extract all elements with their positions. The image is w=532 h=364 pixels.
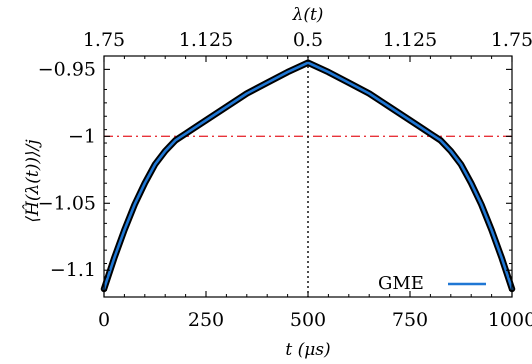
- top-tick-label: 1.125: [179, 29, 233, 51]
- y-axis-label: ⟨Ĥ(λ(t))⟩/j: [22, 139, 43, 223]
- plot-marks: [104, 56, 512, 297]
- top-tick-label: 1.75: [491, 29, 532, 51]
- x-tick-label: 250: [188, 309, 224, 331]
- y-tick-label: −0.95: [38, 58, 96, 80]
- top-tick-label: 0.5: [293, 29, 323, 51]
- top-tick-label: 1.125: [383, 29, 437, 51]
- x-tick-label: 750: [392, 309, 428, 331]
- y-tick-label: −1.1: [50, 259, 96, 281]
- x-axis-label: t (μs): [285, 340, 330, 360]
- top-tick-label: 1.75: [83, 29, 125, 51]
- legend: GME: [378, 273, 486, 294]
- x-tick-label: 1000: [488, 309, 532, 331]
- top-axis-label: λ(t): [292, 5, 324, 25]
- x-tick-label: 0: [98, 309, 110, 331]
- x-tick-label: 500: [290, 309, 326, 331]
- legend-label-gme: GME: [378, 273, 424, 294]
- y-tick-label: −1: [68, 125, 96, 147]
- y-tick-label: −1.05: [38, 192, 96, 214]
